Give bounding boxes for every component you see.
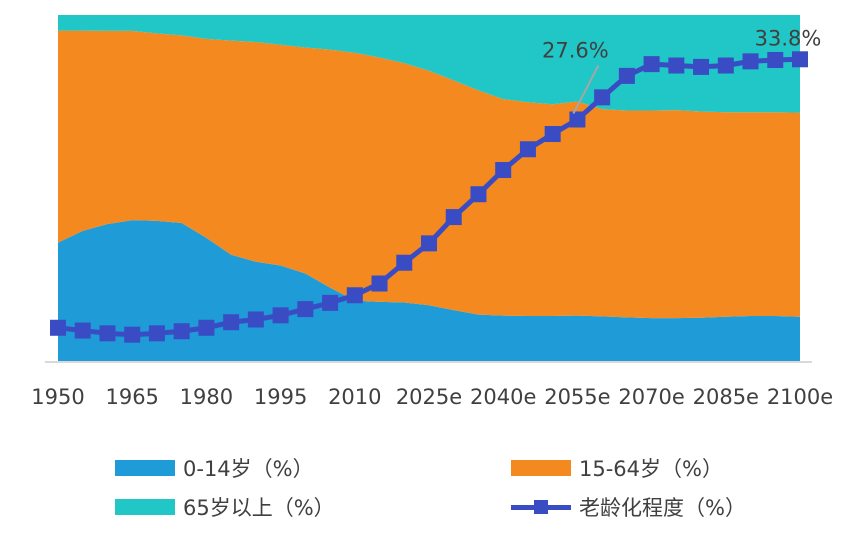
aging-marker: [569, 111, 586, 128]
aging-marker: [767, 51, 784, 68]
aging-marker: [792, 51, 808, 68]
x-tick-label: 2070e: [618, 385, 684, 409]
aging-marker: [742, 53, 759, 70]
data-labels-layer: 27.6% 33.8%: [542, 26, 822, 114]
aging-marker: [396, 254, 413, 271]
aging-marker: [346, 287, 363, 304]
aging-marker: [297, 301, 314, 318]
x-tick-label: 2025e: [396, 385, 462, 409]
aging-line-layer: [50, 51, 808, 343]
aging-marker: [594, 89, 611, 106]
x-tick-label: 1950: [31, 385, 84, 409]
aging-marker: [50, 319, 66, 336]
aging-marker: [519, 141, 536, 158]
aging-marker: [618, 67, 635, 84]
aging-marker: [322, 294, 339, 311]
x-tick-label: 2085e: [693, 385, 759, 409]
aging-marker: [74, 322, 91, 339]
aging-marker: [371, 275, 388, 292]
aging-marker: [148, 325, 165, 342]
data-label-leader-line: [572, 65, 600, 114]
x-tick-label: 1965: [105, 385, 158, 409]
x-tick-label: 1980: [180, 385, 233, 409]
x-tick-label: 2040e: [470, 385, 536, 409]
area-15-64: [58, 30, 800, 319]
aging-marker: [421, 235, 437, 252]
aging-data-label: 27.6%: [542, 38, 609, 62]
x-tick-label: 2100e: [767, 385, 833, 409]
aging-marker: [198, 319, 215, 336]
aging-marker: [124, 326, 141, 343]
aging-marker: [272, 307, 289, 324]
aging-marker: [693, 58, 710, 75]
aging-marker: [223, 314, 240, 331]
x-tick-label: 2055e: [544, 385, 610, 409]
aging-marker: [445, 209, 462, 226]
aging-marker: [668, 57, 685, 74]
x-tick-label: 2010: [328, 385, 381, 409]
aging-marker: [470, 186, 487, 203]
aging-marker: [173, 323, 190, 340]
aging-marker: [643, 56, 660, 73]
aging-marker: [717, 57, 734, 74]
aging-marker: [495, 162, 512, 179]
area-0-14: [58, 220, 800, 361]
aging-data-label: 33.8%: [755, 26, 822, 50]
aging-marker: [99, 325, 116, 342]
x-tick-labels: 1950 1965 1980 1995 2010 2025e 2040e 2055e 2070e…: [31, 385, 833, 409]
aging-marker: [247, 311, 264, 328]
x-tick-label: 1995: [254, 385, 307, 409]
aging-marker: [544, 126, 561, 143]
